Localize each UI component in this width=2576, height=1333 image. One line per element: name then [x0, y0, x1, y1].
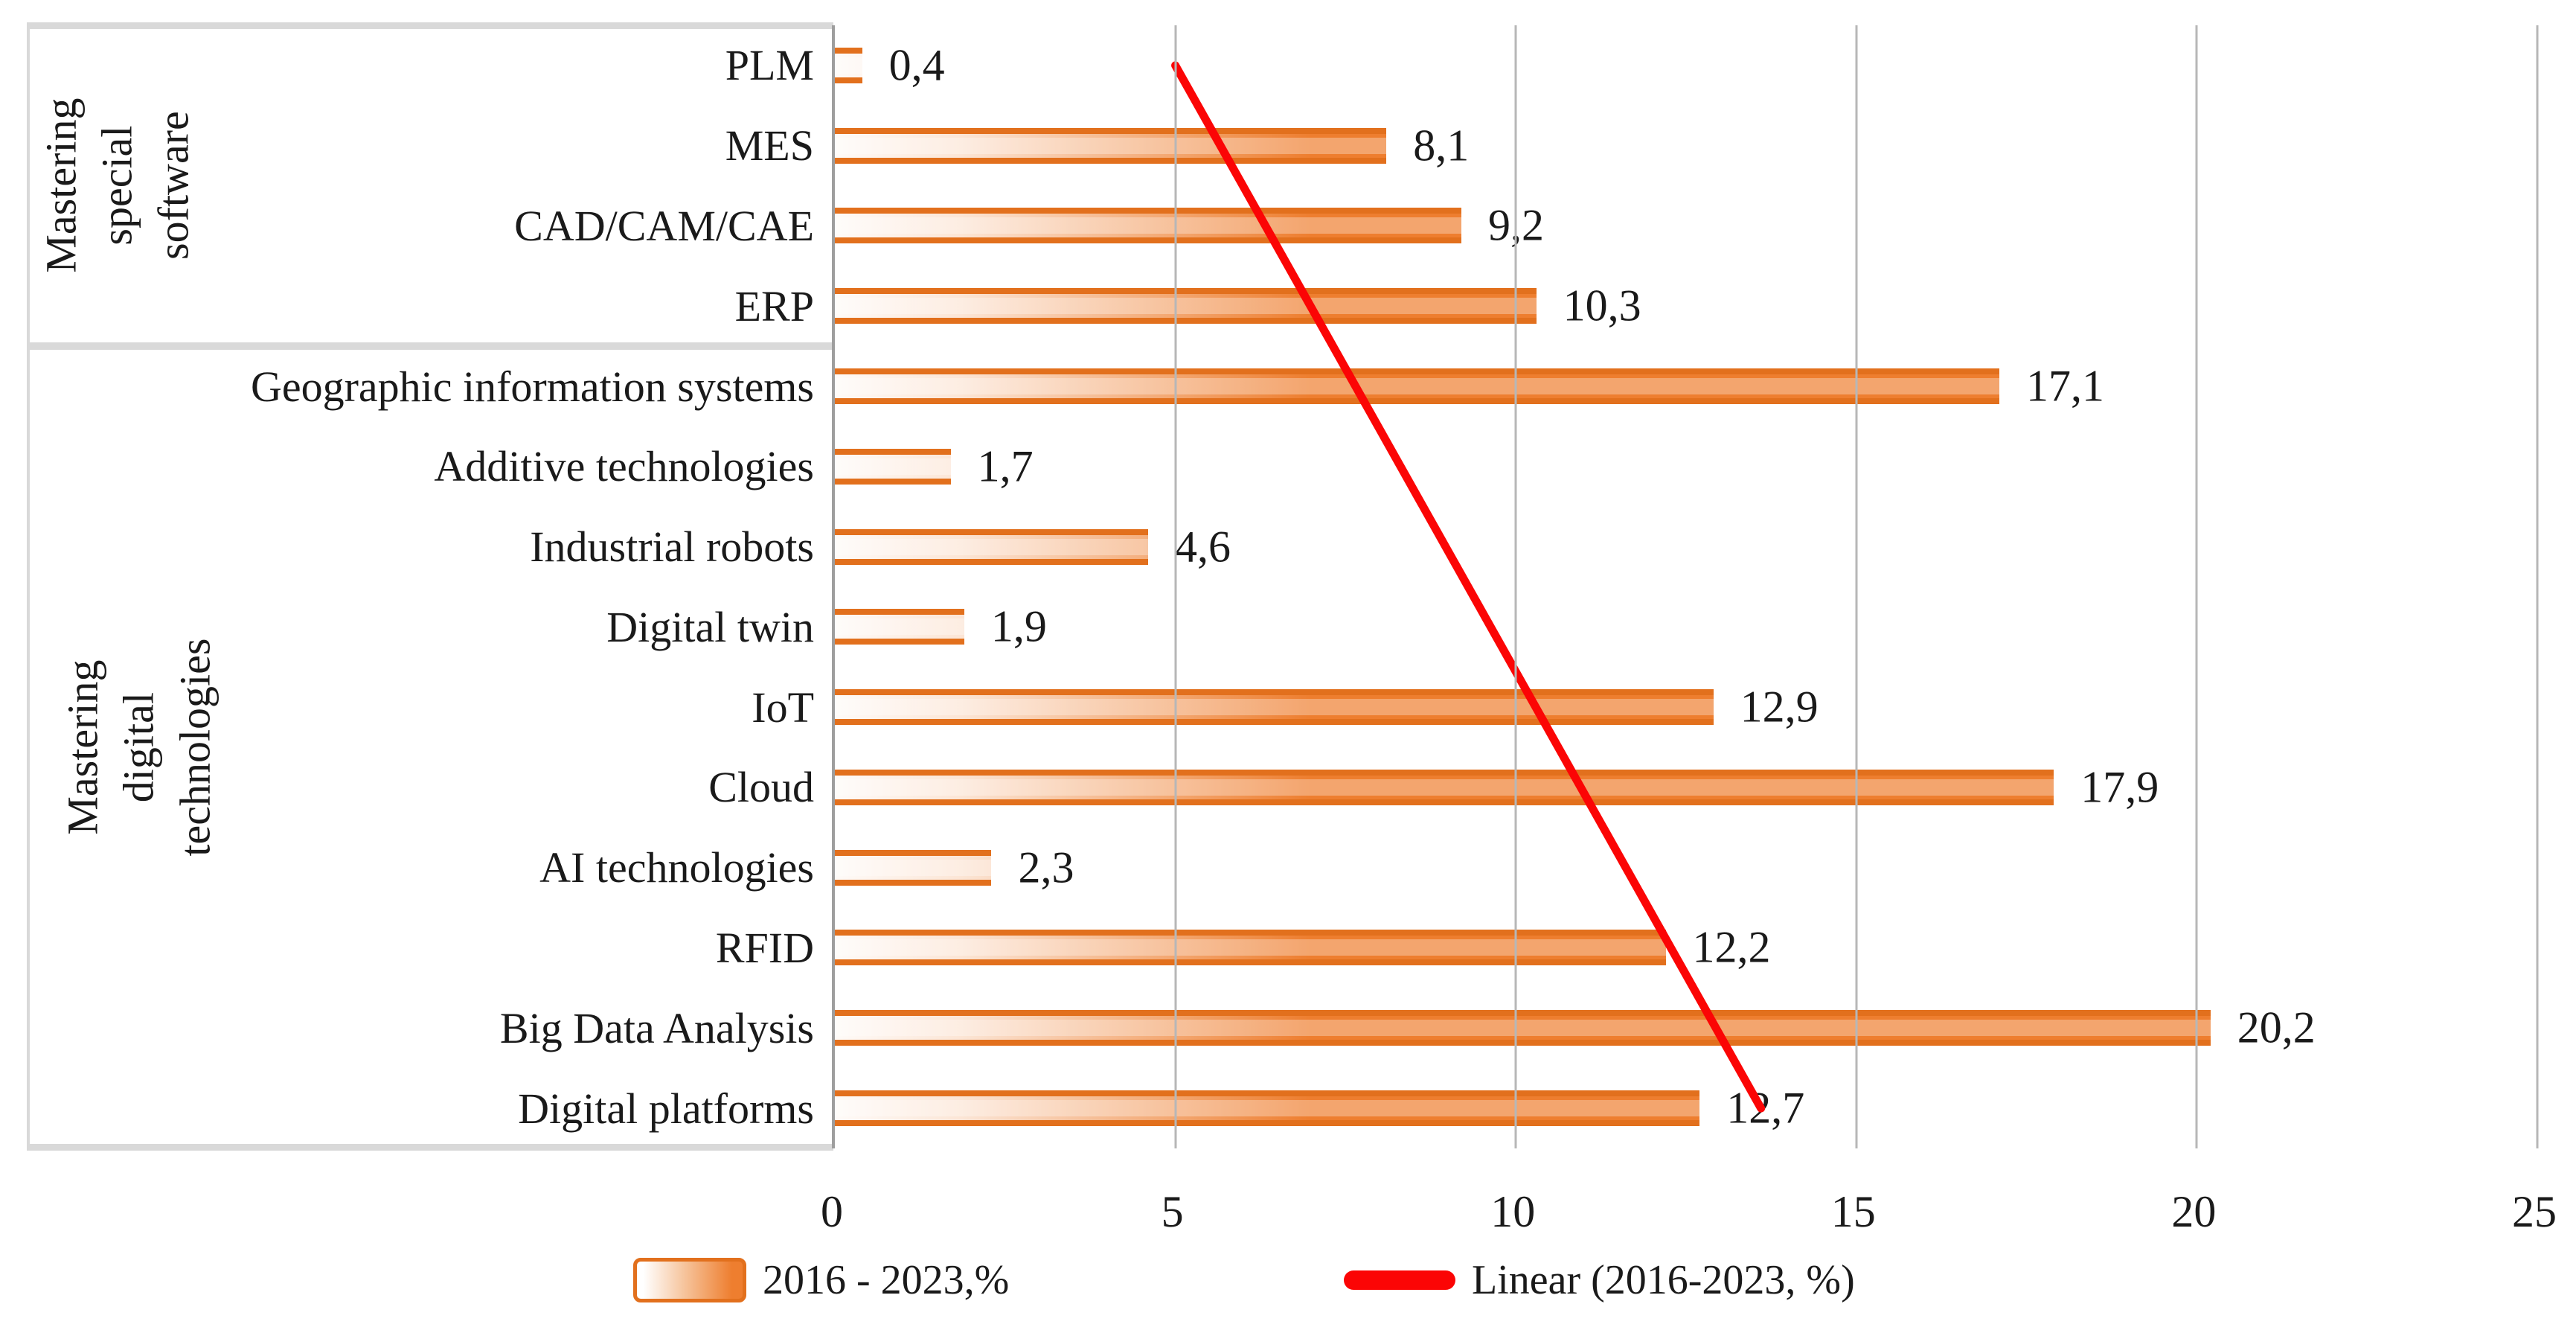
category-axis-baseline — [28, 1144, 833, 1151]
x-tick-label-25: 25 — [2512, 1187, 2557, 1236]
data-label: 17,9 — [2080, 762, 2159, 812]
category-label: PLM — [725, 41, 814, 90]
bar-row: 10,3 — [835, 266, 2537, 346]
gridline-5 — [1174, 25, 1177, 1148]
group-label: Mastering special software — [36, 98, 198, 274]
data-label: 12,2 — [1692, 922, 1771, 972]
group-label-column: Mastering digital technologies — [30, 346, 248, 1148]
bar-erp: 10,3 — [835, 281, 1641, 330]
x-tick-label-20: 20 — [2171, 1187, 2217, 1236]
bar-row: 2,3 — [835, 828, 2537, 908]
data-label: 1,7 — [977, 441, 1034, 491]
category-label: Big Data Analysis — [499, 1003, 814, 1052]
category-label: ERP — [734, 281, 814, 330]
plot-area: 0,4 8,1 9,2 10,3 17,1 1,7 4,6 1,9 12,9 17,9 2,3 12,… — [832, 25, 2539, 1148]
bar-cloud: 17,9 — [835, 762, 2159, 811]
bar-row: 12,9 — [835, 667, 2537, 747]
bar-row: 12,7 — [835, 1068, 2537, 1148]
category-label: RFID — [715, 924, 814, 972]
category-label: Geographic information systems — [250, 362, 814, 411]
bar-big-data-analysis: 20,2 — [835, 1003, 2316, 1052]
bar-rows: 0,4 8,1 9,2 10,3 17,1 1,7 4,6 1,9 12,9 17,9 2,3 12,… — [835, 25, 2537, 1148]
x-tick-label-0: 0 — [821, 1187, 843, 1236]
bar-mes: 8,1 — [835, 121, 1469, 170]
bar-row: 1,9 — [835, 586, 2537, 667]
category-label: Cloud — [708, 763, 814, 812]
legend-item-series: 2016 - 2023,% — [633, 1253, 1009, 1307]
category-label-area: Mastering special software PLM MES CAD/CAM/… — [30, 25, 832, 1148]
bar-geographic-information-systems: 17,1 — [835, 362, 2104, 411]
bar-plm: 0,4 — [835, 40, 945, 89]
bar-digital-twin: 1,9 — [835, 602, 1047, 651]
bar-digital-platforms: 12,7 — [835, 1084, 1804, 1133]
category-label: CAD/CAM/CAE — [514, 201, 814, 250]
gridline-20 — [2195, 25, 2198, 1148]
bar-row: 0,4 — [835, 25, 2537, 106]
bar-ai-technologies: 2,3 — [835, 843, 1074, 892]
bar-additive-technologies: 1,7 — [835, 441, 1034, 490]
label-area-left-border — [27, 22, 30, 1151]
data-label: 4,6 — [1174, 522, 1231, 572]
category-label: Additive technologies — [434, 442, 814, 491]
legend-trendline-label: Linear (2016-2023, %) — [1472, 1257, 1855, 1303]
bar-row: 1,7 — [835, 426, 2537, 507]
category-group-1: Mastering digital technologies Geographic… — [30, 346, 832, 1148]
bar-cad-cam-cae: 9,2 — [835, 201, 1544, 250]
category-group-0: Mastering special software PLM MES CAD/CAM/… — [30, 25, 832, 346]
bar-row: 20,2 — [835, 988, 2537, 1068]
category-label: IoT — [752, 683, 814, 732]
legend-item-trendline: Linear (2016-2023, %) — [1344, 1253, 1855, 1307]
category-label: MES — [725, 121, 814, 170]
bar-row: 17,1 — [835, 346, 2537, 426]
x-axis: 0 5 10 15 20 25 — [821, 1186, 2557, 1240]
category-list: PLM MES CAD/CAM/CAE ERP — [205, 25, 832, 346]
category-label: Industrial robots — [530, 522, 814, 572]
gridline-10 — [1514, 25, 1517, 1148]
category-list: Geographic information systems Additive t… — [248, 346, 832, 1148]
bar-row: 17,9 — [835, 747, 2537, 828]
category-label: Digital twin — [606, 602, 814, 651]
bar-industrial-robots: 4,6 — [835, 522, 1231, 571]
gridline-25 — [2536, 25, 2539, 1148]
category-label: AI technologies — [539, 843, 814, 892]
data-label: 8,1 — [1413, 121, 1470, 170]
data-label: 17,1 — [2025, 361, 2104, 411]
trendline-swatch-icon — [1344, 1270, 1455, 1290]
data-label: 0,4 — [888, 40, 945, 90]
data-label: 12,9 — [1740, 682, 1819, 732]
bar-iot: 12,9 — [835, 683, 1819, 732]
data-label: 2,3 — [1018, 843, 1074, 892]
x-tick-label-15: 15 — [1830, 1187, 1876, 1236]
bar-row: 4,6 — [835, 507, 2537, 587]
data-label: 12,7 — [1726, 1083, 1805, 1133]
bar-rfid: 12,2 — [835, 923, 1771, 972]
gridline-15 — [1855, 25, 1858, 1148]
legend-series-label: 2016 - 2023,% — [763, 1257, 1010, 1303]
group-divider-line — [30, 342, 832, 351]
x-tick-label-5: 5 — [1161, 1187, 1184, 1236]
data-label: 1,9 — [990, 601, 1047, 651]
bar-row: 12,2 — [835, 908, 2537, 988]
data-label: 20,2 — [2237, 1003, 2316, 1052]
data-label: 10,3 — [1563, 281, 1641, 330]
group-label: Mastering digital technologies — [58, 638, 220, 857]
bar-row: 8,1 — [835, 106, 2537, 186]
bar-series-swatch-icon — [633, 1258, 746, 1302]
x-tick-label-10: 10 — [1490, 1187, 1536, 1236]
category-label: Digital platforms — [518, 1084, 814, 1133]
bar-row: 9,2 — [835, 186, 2537, 266]
label-area-top-border — [28, 22, 833, 29]
group-label-column: Mastering special software — [30, 25, 205, 346]
